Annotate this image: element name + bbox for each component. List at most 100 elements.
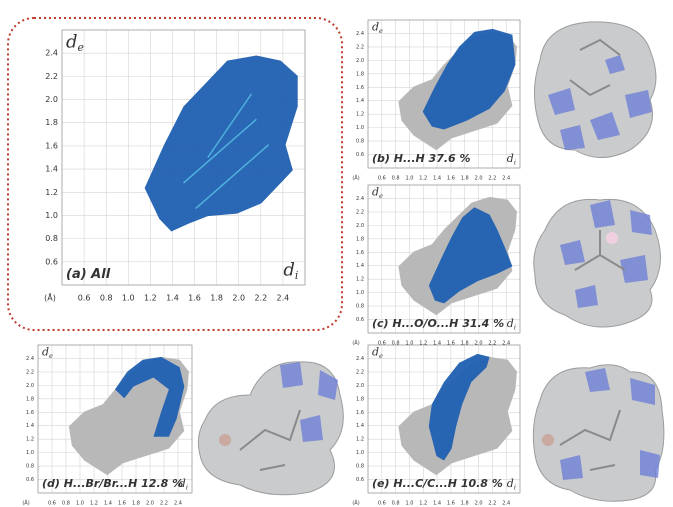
x-tick-label: 1.8 [461, 501, 469, 507]
x-tick-label: 2.0 [475, 176, 483, 182]
x-tick-label: 1.8 [210, 294, 223, 303]
x-tick-label: 2.0 [146, 501, 154, 507]
x-tick-label: 0.6 [48, 501, 56, 507]
x-axis-label-sub: i [295, 269, 298, 282]
x-tick-label: 1.6 [118, 501, 126, 507]
x-tick-label: 0.8 [392, 176, 400, 182]
y-tick-label: 1.4 [356, 263, 364, 269]
panel-title: (d) H...Br/Br...H 12.8 % [42, 477, 183, 490]
y-tick-label: 1.2 [26, 437, 34, 443]
fingerprint-panel: 0.60.81.01.21.41.61.82.02.22.40.60.81.01… [352, 185, 520, 347]
x-tick-label: 2.2 [488, 501, 496, 507]
y-tick-label: 0.6 [356, 477, 364, 483]
y-tick-label: 1.8 [356, 396, 364, 402]
x-tick-label: 0.6 [378, 501, 386, 507]
x-axis-label-sub: i [514, 484, 516, 492]
x-tick-label: 0.8 [62, 501, 70, 507]
y-tick-label: 2.2 [356, 369, 364, 375]
y-tick-label: 0.6 [45, 257, 58, 266]
x-tick-label: 2.4 [502, 176, 510, 182]
x-unit: (Å) [352, 500, 359, 507]
x-tick-label: 1.4 [433, 176, 441, 182]
molecule-d [198, 362, 343, 495]
y-tick-label: 1.8 [356, 71, 364, 77]
x-tick-label: 1.0 [76, 501, 84, 507]
y-tick-label: 1.0 [356, 125, 364, 131]
molecule-e [533, 365, 664, 501]
panel-title: (c) H...O/O...H 31.4 % [372, 317, 504, 330]
x-tick-label: 2.2 [254, 294, 267, 303]
x-unit: (Å) [44, 292, 56, 303]
y-tick-label: 1.0 [26, 450, 34, 456]
y-axis-label-sub: e [379, 27, 383, 35]
y-tick-label: 0.8 [26, 464, 34, 470]
y-tick-label: 1.6 [26, 410, 34, 416]
panel-title: (b) H...H 37.6 % [372, 152, 471, 165]
y-tick-label: 1.0 [356, 290, 364, 296]
y-axis-label-sub: e [379, 352, 383, 360]
x-tick-label: 1.2 [419, 501, 427, 507]
x-tick-label: 1.0 [405, 176, 413, 182]
y-tick-label: 1.4 [356, 98, 364, 104]
y-tick-label: 1.4 [26, 423, 34, 429]
x-tick-label: 1.8 [461, 176, 469, 182]
y-tick-label: 2.2 [356, 209, 364, 215]
x-tick-label: 1.4 [104, 501, 112, 507]
y-tick-label: 1.4 [356, 423, 364, 429]
x-tick-label: 1.2 [144, 294, 157, 303]
y-tick-label: 2.0 [356, 58, 364, 64]
y-axis-label-sub: e [49, 352, 53, 360]
x-axis-label-main: d [507, 152, 514, 165]
x-tick-label: 2.2 [160, 501, 168, 507]
x-tick-label: 1.4 [166, 294, 179, 303]
y-tick-label: 0.6 [356, 152, 364, 158]
y-tick-label: 0.8 [356, 304, 364, 310]
x-tick-label: 1.6 [188, 294, 201, 303]
y-tick-label: 0.6 [356, 317, 364, 323]
x-tick-label: 1.0 [122, 294, 135, 303]
y-tick-label: 2.0 [356, 223, 364, 229]
y-tick-label: 1.2 [356, 277, 364, 283]
x-tick-label: 0.8 [100, 294, 113, 303]
y-tick-label: 2.4 [356, 31, 364, 37]
x-unit: (Å) [352, 175, 359, 182]
y-tick-label: 2.0 [26, 383, 34, 389]
x-tick-label: 1.6 [447, 501, 455, 507]
x-tick-label: 2.2 [488, 176, 496, 182]
x-axis-label-sub: i [514, 159, 516, 167]
x-tick-label: 1.8 [132, 501, 140, 507]
x-tick-label: 1.6 [447, 176, 455, 182]
y-axis-label-main: d [66, 32, 78, 53]
molecule-b [534, 22, 656, 158]
y-tick-label: 1.8 [45, 118, 58, 127]
y-tick-label: 0.6 [26, 477, 34, 483]
x-tick-label: 1.0 [405, 501, 413, 507]
x-axis-label-sub: i [514, 324, 516, 332]
y-tick-label: 1.2 [356, 112, 364, 118]
x-axis-label-main: d [507, 477, 514, 490]
x-axis-label-main: d [283, 260, 295, 281]
fingerprint-panel: 0.6 0.8 1.0 1.2 1.4 1.6 1.8 2.0 2.2 2.4 0.6 0.8 1.0 1… [352, 345, 520, 507]
y-tick-label: 0.8 [45, 234, 58, 243]
x-tick-label: 0.8 [392, 501, 400, 507]
fingerprint-panel: 0.6 0.8 1.0 1.2 1.4 1.6 1.8 2.0 2.2 2.4 0.6 0.8 1.0 1… [22, 345, 192, 507]
y-tick-label: 1.4 [45, 165, 58, 174]
x-unit: (Å) [352, 340, 359, 347]
x-tick-label: 2.4 [174, 501, 182, 507]
y-tick-label: 1.6 [356, 250, 364, 256]
y-tick-label: 2.4 [356, 356, 364, 362]
y-tick-label: 1.2 [356, 437, 364, 443]
x-tick-label: 1.4 [433, 501, 441, 507]
x-tick-label: 1.2 [90, 501, 98, 507]
y-tick-label: 1.0 [356, 450, 364, 456]
x-tick-label: 2.0 [232, 294, 245, 303]
x-unit: (Å) [22, 500, 29, 507]
y-tick-label: 1.8 [26, 396, 34, 402]
panel-title: (e) H...C/C...H 10.8 % [372, 477, 503, 490]
x-tick-label: 2.0 [475, 501, 483, 507]
y-tick-label: 0.8 [356, 464, 364, 470]
y-axis-label-main: d [372, 346, 379, 359]
x-axis-label-main: d [507, 317, 514, 330]
y-tick-label: 1.6 [45, 141, 58, 150]
